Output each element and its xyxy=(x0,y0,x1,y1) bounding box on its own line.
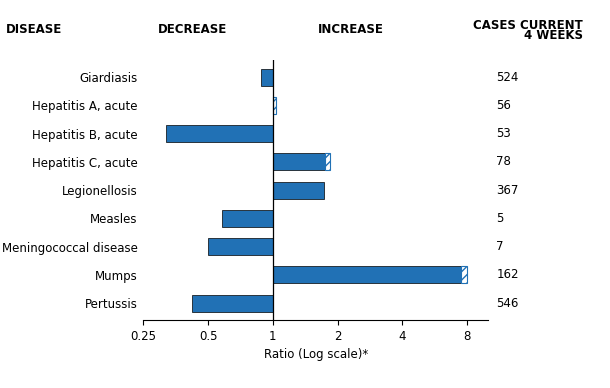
Bar xyxy=(273,97,276,114)
Text: CASES CURRENT: CASES CURRENT xyxy=(473,19,583,32)
Bar xyxy=(261,69,273,86)
Text: 367: 367 xyxy=(497,184,518,197)
Text: 7: 7 xyxy=(497,240,504,253)
Text: 524: 524 xyxy=(497,71,518,83)
Text: 546: 546 xyxy=(497,297,518,310)
Text: 5: 5 xyxy=(497,212,504,225)
Bar xyxy=(325,153,331,170)
Bar xyxy=(222,210,273,227)
Text: DISEASE: DISEASE xyxy=(6,23,62,36)
Text: 4 WEEKS: 4 WEEKS xyxy=(523,29,583,42)
Text: INCREASE: INCREASE xyxy=(318,23,384,36)
Text: 53: 53 xyxy=(497,127,511,140)
Bar xyxy=(273,267,461,283)
Bar xyxy=(461,267,467,283)
Bar xyxy=(167,125,273,142)
Bar xyxy=(192,294,273,312)
Bar xyxy=(273,153,325,170)
Text: 56: 56 xyxy=(497,99,511,112)
Text: DECREASE: DECREASE xyxy=(157,23,227,36)
Text: 78: 78 xyxy=(497,155,511,168)
X-axis label: Ratio (Log scale)*: Ratio (Log scale)* xyxy=(264,348,368,361)
Text: 162: 162 xyxy=(497,268,519,281)
Bar xyxy=(208,238,273,255)
Bar xyxy=(273,182,323,199)
